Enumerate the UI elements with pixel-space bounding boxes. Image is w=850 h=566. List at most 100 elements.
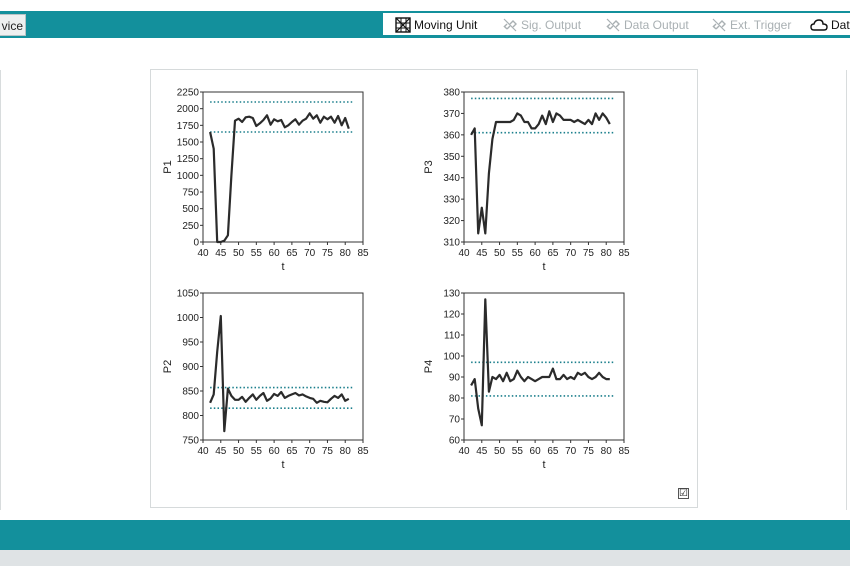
x-tick-label: 40 <box>197 248 209 259</box>
footer-band <box>0 520 850 550</box>
series-line <box>209 314 350 433</box>
x-axis-label: t <box>542 261 545 273</box>
x-tick-label: 40 <box>197 446 209 457</box>
x-tick-label: 85 <box>357 446 369 457</box>
status-strip <box>0 550 850 566</box>
x-tick-label: 55 <box>251 248 263 259</box>
y-tick-label: 0 <box>193 238 199 249</box>
y-tick-label: 60 <box>449 436 461 447</box>
link-broken-icon <box>503 18 517 32</box>
plot-frame <box>202 91 364 243</box>
y-tick-label: 360 <box>443 130 460 141</box>
y-tick-label: 120 <box>443 310 460 321</box>
y-axis-label: P4 <box>423 360 435 373</box>
x-tick-label: 75 <box>583 248 595 259</box>
data-output-button[interactable]: Data Output <box>605 13 689 35</box>
x-tick-label: 85 <box>357 248 369 259</box>
x-tick-label: 65 <box>286 248 298 259</box>
x-tick-label: 55 <box>512 446 524 457</box>
y-axis-label: P2 <box>162 360 174 373</box>
y-tick-label: 500 <box>182 204 199 215</box>
x-tick-label: 80 <box>601 446 613 457</box>
y-tick-label: 100 <box>443 352 460 363</box>
x-tick-label: 65 <box>547 446 559 457</box>
x-tick-label: 60 <box>269 248 281 259</box>
y-tick-label: 370 <box>443 109 460 120</box>
x-tick-label: 70 <box>565 446 577 457</box>
y-tick-label: 800 <box>182 411 199 422</box>
series-line <box>470 110 611 235</box>
x-axis-label: t <box>281 459 284 471</box>
y-tick-label: 950 <box>182 338 199 349</box>
sig-output-button[interactable]: Sig. Output <box>502 13 581 35</box>
y-axis-label: P1 <box>162 160 174 173</box>
series-line <box>470 298 610 427</box>
left-panel-edge <box>0 70 1 510</box>
x-axis-label: t <box>281 261 284 273</box>
y-tick-label: 850 <box>182 387 199 398</box>
y-axis-label: P3 <box>423 160 435 173</box>
y-tick-label: 310 <box>443 238 460 249</box>
plot-frame <box>202 292 364 441</box>
x-tick-label: 50 <box>494 248 506 259</box>
y-tick-label: 250 <box>182 221 199 232</box>
series-line <box>209 112 350 244</box>
y-tick-label: 1000 <box>177 313 200 324</box>
y-tick-label: 750 <box>182 436 199 447</box>
y-tick-label: 70 <box>449 415 461 426</box>
x-tick-label: 75 <box>583 446 595 457</box>
x-tick-label: 70 <box>304 248 316 259</box>
x-tick-label: 75 <box>322 446 334 457</box>
charts-canvas: 0 250 500 750 1000 1250 1500 1750 2000 2250 40 45 50… <box>162 88 630 472</box>
y-tick-label: 90 <box>449 373 461 384</box>
moving-unit-label: Moving Unit <box>414 17 478 32</box>
y-tick-label: 350 <box>443 152 460 163</box>
y-tick-label: 750 <box>182 188 199 199</box>
ext-trigger-button[interactable]: Ext. Trigger <box>711 13 791 35</box>
plot-frame <box>463 292 625 441</box>
x-tick-label: 65 <box>286 446 298 457</box>
x-tick-label: 80 <box>601 248 613 259</box>
link-broken-icon <box>712 18 726 32</box>
data-output-label: Data Output <box>624 17 689 32</box>
x-tick-label: 45 <box>215 446 227 457</box>
x-tick-label: 60 <box>530 248 542 259</box>
x-tick-label: 70 <box>304 446 316 457</box>
ext-trigger-label: Ext. Trigger <box>730 17 792 32</box>
y-tick-label: 340 <box>443 173 460 184</box>
x-tick-label: 50 <box>233 446 245 457</box>
data-cloud-button[interactable]: Data <box>810 13 850 35</box>
x-tick-label: 85 <box>618 248 630 259</box>
grid-move-icon <box>395 17 411 33</box>
x-tick-label: 85 <box>618 446 630 457</box>
sig-output-label: Sig. Output <box>521 17 582 32</box>
y-tick-label: 320 <box>443 216 460 227</box>
y-tick-label: 2000 <box>177 104 200 115</box>
y-tick-label: 1500 <box>177 138 200 149</box>
device-tab[interactable]: vice <box>0 14 26 36</box>
y-tick-label: 900 <box>182 362 199 373</box>
y-tick-label: 110 <box>444 331 460 342</box>
x-tick-label: 80 <box>340 248 352 259</box>
toolbar: Moving Unit Sig. Output Data Output Ext.… <box>383 13 850 35</box>
x-tick-label: 40 <box>458 446 470 457</box>
x-tick-label: 45 <box>215 248 227 259</box>
x-tick-label: 75 <box>322 248 334 259</box>
x-tick-label: 40 <box>458 248 470 259</box>
y-tick-label: 2250 <box>177 88 200 99</box>
chart-panel: 0 250 500 750 1000 1250 1500 1750 2000 2250 40 45 50… <box>150 69 698 508</box>
y-tick-label: 1000 <box>177 171 200 182</box>
x-tick-label: 60 <box>269 446 281 457</box>
plot-frame <box>463 91 625 243</box>
x-tick-label: 50 <box>233 248 245 259</box>
y-tick-label: 130 <box>443 289 460 300</box>
x-axis-label: t <box>542 459 545 471</box>
right-panel-edge <box>846 70 847 510</box>
y-tick-label: 380 <box>443 88 460 99</box>
checkbox[interactable]: ☑ <box>678 488 689 499</box>
y-tick-label: 1750 <box>177 121 200 132</box>
data-cloud-label: Data <box>831 17 850 32</box>
y-tick-label: 1250 <box>177 154 200 165</box>
moving-unit-button[interactable]: Moving Unit <box>395 13 477 35</box>
x-tick-label: 45 <box>476 248 488 259</box>
